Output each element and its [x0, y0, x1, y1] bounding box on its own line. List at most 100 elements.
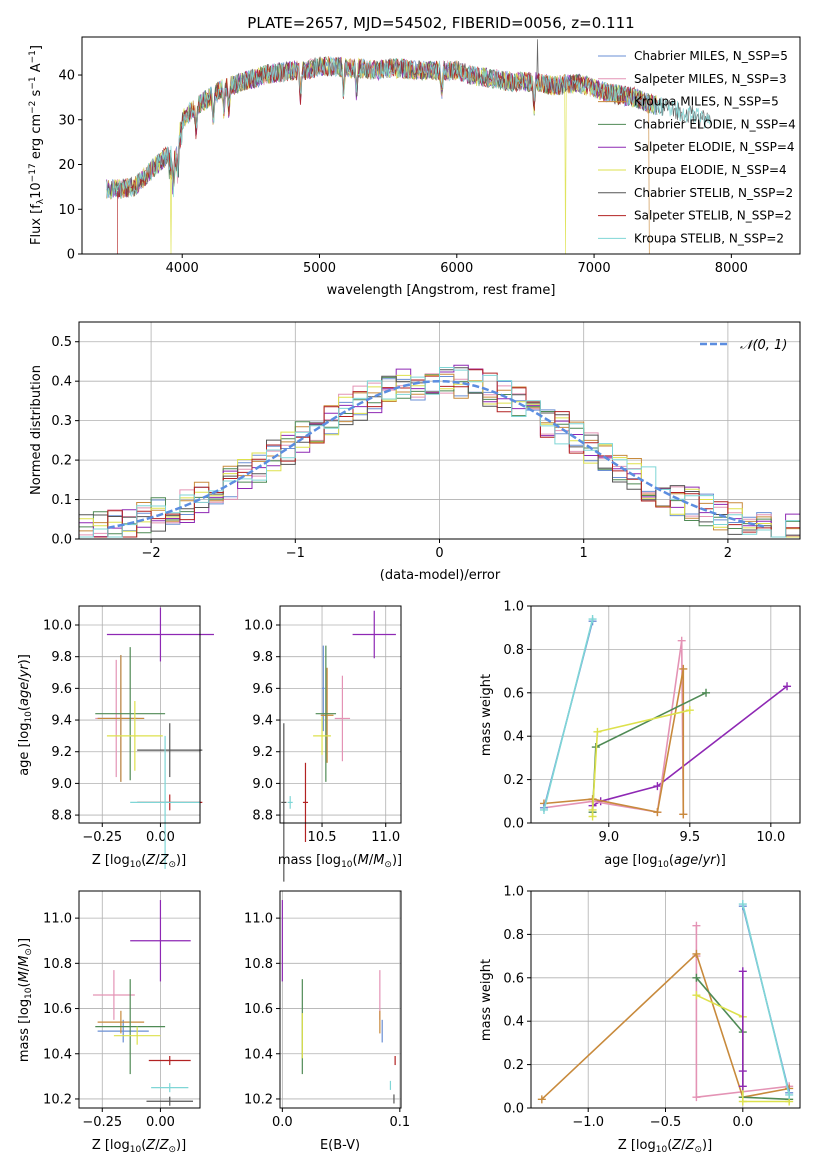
weight-age-axes-frame — [530, 605, 801, 824]
weight-point-marker — [692, 991, 701, 1000]
x-tick-label: 10.5 — [308, 830, 337, 845]
y-tick-label: 20 — [58, 158, 75, 173]
weight-z-axes-frame — [530, 890, 801, 1109]
weight-point-marker — [692, 949, 701, 958]
y-tick-label: 0.0 — [503, 817, 524, 832]
y-tick-label: 9.6 — [51, 682, 72, 697]
x-tick-label: 0.0 — [732, 1115, 753, 1130]
weight-z-ylabel: mass weight — [479, 959, 494, 1041]
y-tick-label: 9.0 — [51, 777, 72, 792]
y-tick-label: 11.0 — [244, 912, 273, 927]
weight-point-marker — [783, 682, 792, 691]
x-tick-label: 0 — [435, 546, 443, 561]
y-tick-label: 0.5 — [51, 335, 72, 350]
x-tick-label: 6000 — [440, 261, 473, 276]
y-tick-label: 0.0 — [51, 533, 72, 548]
weight-series-line — [543, 618, 594, 811]
legend-entry-label: Salpeter MILES, N_SSP=3 — [634, 72, 787, 86]
weight-point-marker — [692, 1093, 701, 1102]
y-tick-label: 0.8 — [503, 643, 524, 658]
legend-entry-label: Chabrier STELIB, N_SSP=2 — [634, 186, 793, 200]
mass-ebv-panel: 0.0 0.1 10.2 10.4 10.6 10.8 11.0 E(B-V) — [244, 890, 410, 1153]
weight-point-marker — [588, 805, 597, 814]
y-tick-label: 0.8 — [503, 928, 524, 943]
y-tick-label: 10.0 — [244, 619, 273, 634]
residual-legend: 𝒩(0, 1) — [700, 338, 787, 353]
y-tick-label: 9.0 — [252, 777, 273, 792]
weight-point-marker — [539, 805, 548, 814]
spectrum-panel: PLATE=2657, MJD=54502, FIBERID=0056, z=0… — [28, 14, 801, 298]
age-z-panel: −0.25 0.00 8.8 9.0 9.2 9.4 9.6 9.8 10.0 Z [log10… — [17, 605, 214, 870]
y-tick-label: 0.6 — [503, 971, 524, 986]
spectrum-ticks: 4000 5000 6000 7000 8000 0 10 20 30 40 — [58, 69, 747, 276]
x-tick-label: −0.25 — [82, 1115, 122, 1130]
y-tick-label: 9.2 — [51, 745, 72, 760]
mass-z-ylabel: mass [log10(M/M⊙)] — [17, 938, 34, 1062]
mass-z-content: −0.25 0.00 10.2 10.4 10.6 10.8 11.0 — [43, 891, 200, 1130]
y-tick-label: 10.6 — [43, 1002, 72, 1017]
spectrum-series-line — [106, 56, 711, 199]
normal-legend-label: 𝒩(0, 1) — [740, 338, 787, 353]
y-tick-label: 0.3 — [51, 414, 72, 429]
y-tick-label: 0.4 — [503, 1015, 524, 1030]
weight-point-marker — [679, 810, 688, 819]
legend-entry-label: Kroupa ELODIE, N_SSP=4 — [634, 163, 787, 177]
weight-point-marker — [692, 921, 701, 930]
mass-ebv-xlabel: E(B-V) — [320, 1138, 360, 1153]
y-tick-label: 1.0 — [503, 885, 524, 900]
residual-ylabel: Normed distribution — [29, 365, 44, 495]
weight-z-xlabel: Z [log10(Z/Z⊙)] — [618, 1138, 712, 1155]
y-tick-label: 0.6 — [503, 686, 524, 701]
y-tick-label: 9.8 — [51, 650, 72, 665]
age-mass-axes-frame — [279, 605, 402, 824]
legend-entry-label: Salpeter STELIB, N_SSP=2 — [634, 209, 792, 223]
age-mass-content: 10.5 11.0 8.8 9.0 9.2 9.4 9.6 9.8 10.0 — [244, 606, 401, 882]
weight-point-marker — [588, 615, 597, 624]
y-tick-label: 0.2 — [503, 1058, 524, 1073]
x-tick-label: 10.0 — [756, 830, 785, 845]
y-tick-label: 1.0 — [503, 600, 524, 615]
y-tick-label: 10.0 — [43, 619, 72, 634]
y-tick-label: 8.8 — [51, 809, 72, 824]
mass-ebv-content: 0.0 0.1 10.2 10.4 10.6 10.8 11.0 — [244, 891, 410, 1130]
x-tick-label: 7000 — [578, 261, 611, 276]
age-mass-xlabel: mass [log10(M/M⊙)] — [278, 853, 402, 870]
legend-entry-label: Kroupa STELIB, N_SSP=2 — [634, 231, 784, 245]
y-tick-label: 30 — [58, 113, 75, 128]
x-tick-label: −0.25 — [82, 830, 122, 845]
x-tick-label: 4000 — [166, 261, 199, 276]
y-tick-label: 9.8 — [252, 650, 273, 665]
weight-series-line — [541, 952, 790, 1100]
spectrum-lines — [106, 39, 711, 255]
y-tick-label: 9.2 — [252, 745, 273, 760]
y-tick-label: 9.4 — [252, 714, 273, 729]
weight-point-marker — [692, 973, 701, 982]
y-tick-label: 40 — [58, 69, 75, 84]
y-tick-label: 0.1 — [51, 493, 72, 508]
normal-curve — [107, 379, 765, 530]
spectrum-title: PLATE=2657, MJD=54502, FIBERID=0056, z=0… — [247, 14, 634, 32]
y-tick-label: 10.8 — [244, 957, 273, 972]
mass-z-axes-frame — [78, 890, 201, 1109]
mass-z-panel: −0.25 0.00 10.2 10.4 10.6 10.8 11.0 Z [log10(Z… — [17, 890, 201, 1155]
spectrum-xlabel: wavelength [Angstrom, rest frame] — [327, 283, 556, 298]
weight-series-line — [591, 709, 690, 817]
residual-histograms — [79, 364, 800, 538]
y-tick-label: 9.4 — [51, 714, 72, 729]
spectrum-ylabel: Flux [fλ10−17 erg cm−2 s−1 A−1] — [28, 45, 46, 245]
x-tick-label: 5000 — [303, 261, 336, 276]
x-tick-label: 0.00 — [146, 830, 175, 845]
age-z-axes-frame — [78, 605, 201, 824]
weight-point-marker — [738, 1082, 747, 1091]
weight-point-marker — [685, 706, 694, 715]
spectrum-series-line — [106, 39, 711, 198]
weight-z-panel: −1.0 −0.5 0.0 0.0 0.2 0.4 0.6 0.8 1.0 Z [log10(Z… — [479, 885, 801, 1155]
weight-point-marker — [738, 1097, 747, 1106]
y-tick-label: 0.2 — [503, 773, 524, 788]
y-tick-label: 10.2 — [43, 1092, 72, 1107]
residual-xlabel: (data-model)/error — [380, 568, 501, 583]
weight-age-content: 9.0 9.5 10.0 0.0 0.2 0.4 0.6 0.8 1.0 — [503, 600, 800, 845]
age-z-content: −0.25 0.00 8.8 9.0 9.2 9.4 9.6 9.8 10.0 — [43, 606, 214, 869]
y-tick-label: 10.2 — [244, 1092, 273, 1107]
weight-point-marker — [738, 900, 747, 909]
